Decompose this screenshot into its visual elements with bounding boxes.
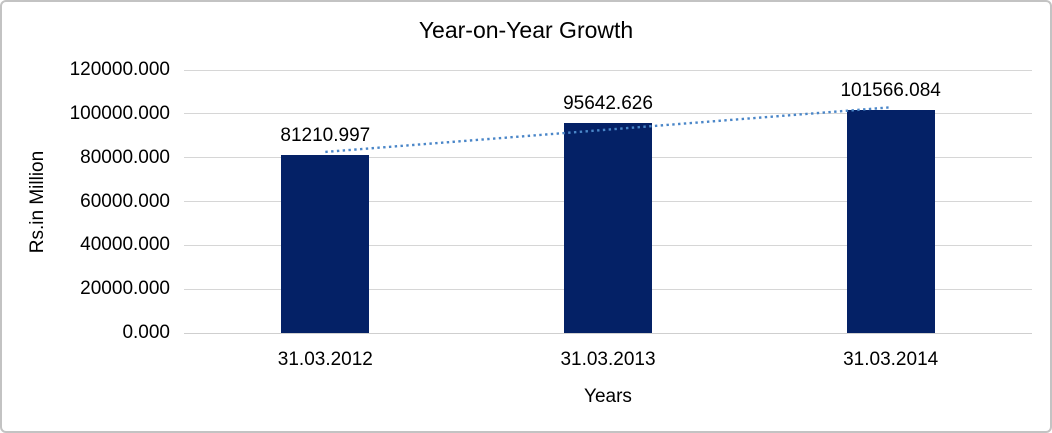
y-tick-label: 80000.000 <box>80 146 170 168</box>
x-axis-title: Years <box>584 386 632 407</box>
gridline <box>184 69 1032 71</box>
y-tick-label: 100000.000 <box>69 102 170 124</box>
y-tick-label: 60000.000 <box>80 190 170 212</box>
x-axis-line <box>184 332 1032 334</box>
gridline <box>184 113 1032 115</box>
trendline <box>325 106 891 154</box>
y-tick-label: 120000.000 <box>69 59 170 80</box>
trendline-layer <box>325 106 891 154</box>
bar <box>564 123 652 333</box>
bar-data-label: 95642.626 <box>563 93 653 115</box>
bar <box>846 110 935 333</box>
bar-data-label: 101566.084 <box>840 80 941 102</box>
y-tick-label: 20000.000 <box>80 278 170 300</box>
x-category-label: 31.03.2014 <box>843 349 939 370</box>
y-tick-label: 0.000 <box>122 322 170 343</box>
bar <box>281 155 370 333</box>
x-category-label: 31.03.2013 <box>560 349 656 370</box>
x-category-label: 31.03.2012 <box>277 349 373 370</box>
chart-title: Year-on-Year Growth <box>418 17 634 43</box>
y-tick-label: 40000.000 <box>80 234 170 256</box>
bar-data-label: 81210.997 <box>280 125 371 146</box>
